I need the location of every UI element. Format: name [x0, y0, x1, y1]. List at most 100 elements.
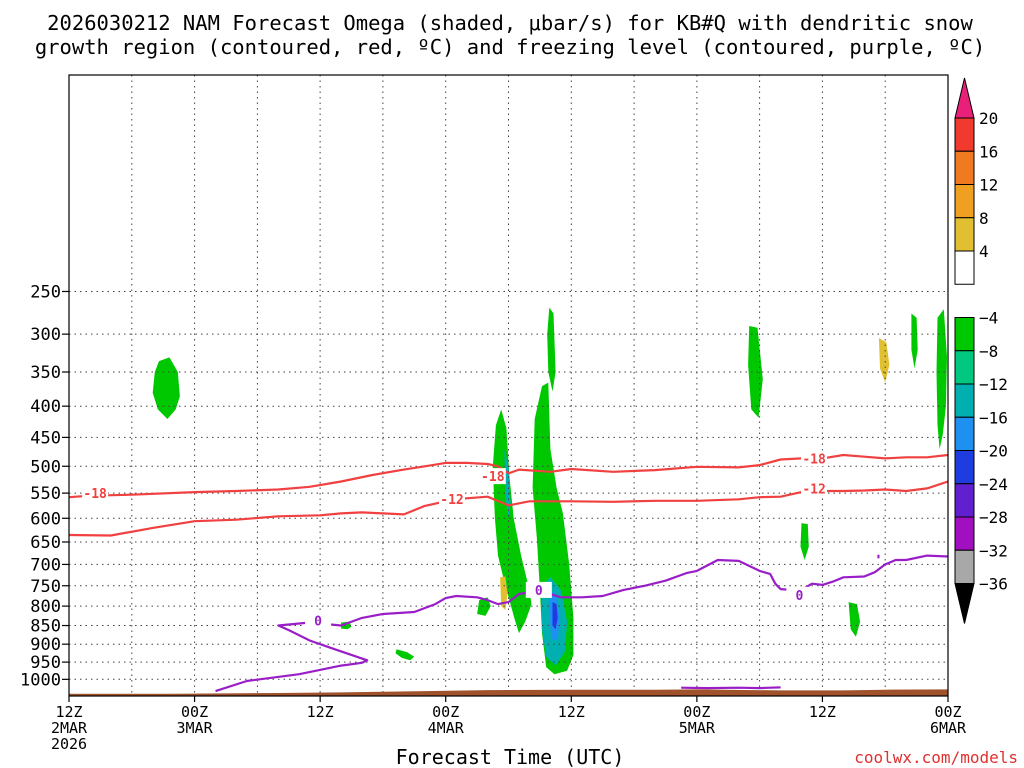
contour-label: -12	[802, 482, 825, 497]
x-tick-label: 5MAR	[679, 719, 716, 737]
x-tick-label: 12Z	[809, 703, 836, 721]
colorbar-bin	[954, 483, 975, 518]
x-tick-label: 6MAR	[930, 719, 967, 737]
omega-region-green-tower-3	[547, 307, 556, 392]
colorbar-label: 8	[979, 209, 989, 228]
contour-zero-line	[215, 554, 948, 693]
plot-frame	[68, 74, 949, 697]
omega-region-green-col-h	[911, 313, 918, 369]
x-tick-label: 00Z	[432, 703, 459, 721]
colorbar-label: −36	[979, 575, 1008, 594]
y-tick-label: 400	[30, 397, 61, 417]
y-tick-label: 250	[30, 282, 61, 302]
contour-minus12-line	[69, 480, 948, 537]
colorbar-label: −4	[979, 309, 998, 328]
contour-label-bg	[82, 485, 109, 502]
colorbar-label: −20	[979, 442, 1008, 461]
credit-text: coolwx.com/models	[854, 748, 1018, 767]
x-tick-label: 12Z	[307, 703, 334, 721]
omega-region-green-blob-a	[152, 357, 180, 419]
x-tick-label: 12Z	[55, 703, 82, 721]
y-tick-label: 750	[30, 577, 61, 597]
x-tick-label: 00Z	[181, 703, 208, 721]
contour-label-bg	[786, 586, 813, 603]
omega-shading	[152, 307, 947, 675]
contour-label-bg	[801, 450, 828, 467]
terrain-ground	[69, 689, 948, 696]
colorbar-label: −32	[979, 541, 1008, 560]
y-tick-label: 1000	[20, 670, 61, 690]
colorbar-bin	[954, 516, 975, 551]
x-tick-label: 00Z	[934, 703, 961, 721]
contour-label: -12	[440, 493, 463, 508]
colorbar: 20 16 12 8 4 −4 −8 −12 −16 −20 −24 −28 −32 −36	[954, 77, 1008, 624]
y-tick-label: 950	[30, 653, 61, 673]
colorbar-label: 4	[979, 242, 989, 261]
temperature-contours: -18 -18 -18 -12 -12 0 0 0	[69, 450, 948, 693]
y-tick-label: 900	[30, 635, 61, 655]
x-tick-label: 12Z	[558, 703, 585, 721]
contour-zero-line-surface	[681, 686, 781, 690]
colorbar-bin	[954, 117, 975, 152]
colorbar-label: 20	[979, 109, 998, 128]
colorbar-label: −8	[979, 342, 998, 361]
colorbar-label: −24	[979, 475, 1008, 494]
y-axis: 2503003504004505005506006507007508008509…	[20, 282, 69, 690]
y-tick-label: 800	[30, 597, 61, 617]
contour-label: 0	[535, 584, 543, 599]
colorbar-bin	[954, 317, 975, 352]
y-tick-label: 350	[30, 363, 61, 383]
chart-title-line-2: growth region (contoured, red, ºC) and f…	[35, 35, 985, 59]
terrain-fill	[69, 689, 948, 696]
contour-label: 0	[314, 615, 322, 630]
omega-region-purple-dot	[877, 554, 880, 559]
colorbar-bin	[954, 549, 975, 584]
x-tick-label: 4MAR	[428, 719, 465, 737]
y-tick-label: 600	[30, 509, 61, 529]
x-tick-label: 3MAR	[177, 719, 214, 737]
y-tick-label: 650	[30, 533, 61, 553]
y-tick-label: 450	[30, 428, 61, 448]
colorbar-bin	[954, 383, 975, 418]
y-tick-label: 700	[30, 555, 61, 575]
x-tick-label: 2026	[51, 735, 87, 753]
colorbar-top-triangle	[954, 77, 975, 119]
contour-minus18-line	[69, 453, 948, 499]
colorbar-label: −16	[979, 408, 1008, 427]
y-tick-label: 850	[30, 617, 61, 637]
colorbar-bin	[954, 184, 975, 219]
colorbar-bin	[954, 250, 975, 285]
omega-region-green-col-g	[848, 602, 861, 637]
colorbar-label: 16	[979, 142, 998, 161]
colorbar-bin	[954, 416, 975, 451]
omega-region-yellow-blob-b	[878, 338, 890, 383]
omega-region-green-col-f	[800, 523, 809, 560]
colorbar-bin	[954, 150, 975, 185]
contour-label: -18	[83, 487, 107, 502]
omega-region-dark-blue-core	[552, 602, 558, 630]
y-tick-label: 500	[30, 457, 61, 477]
omega-region-green-tower-1	[492, 409, 532, 634]
grid-lines	[68, 75, 949, 696]
chart-title-line-1: 2026030212 NAM Forecast Omega (shaded, μ…	[47, 11, 973, 35]
omega-region-green-col-e	[748, 326, 763, 418]
colorbar-bin	[954, 450, 975, 485]
omega-region-cyan-core-2	[504, 449, 511, 519]
x-tick-label: 2MAR	[51, 719, 88, 737]
y-tick-label: 300	[30, 325, 61, 345]
contour-label-bg	[801, 480, 828, 497]
omega-region-green-col-i	[936, 309, 947, 450]
omega-region-green-blob-c	[395, 649, 415, 661]
colorbar-bottom-triangle	[954, 583, 975, 624]
colorbar-bin	[954, 350, 975, 385]
contour-label: -18	[481, 470, 505, 485]
contour-label-bg	[438, 490, 465, 507]
omega-region-green-blob-d	[477, 597, 491, 616]
y-tick-label: 550	[30, 484, 61, 504]
contour-label-bg	[479, 468, 506, 485]
colorbar-bin	[954, 217, 975, 252]
colorbar-label: −28	[979, 508, 1008, 527]
contour-label: -18	[802, 452, 826, 467]
